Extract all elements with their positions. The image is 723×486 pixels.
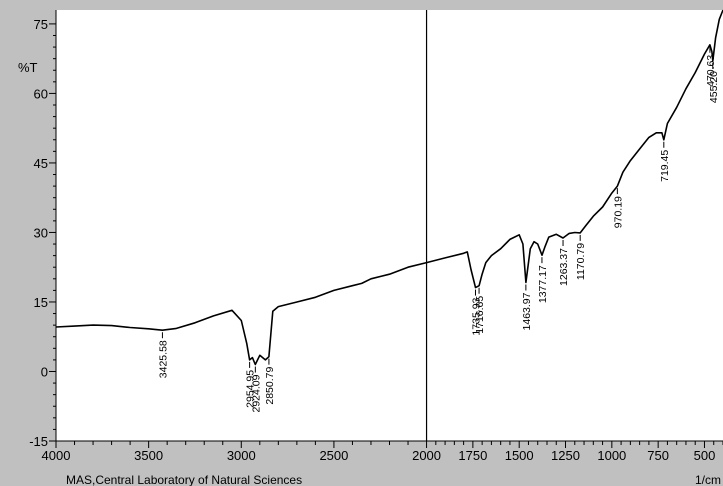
- svg-text:1716.65: 1716.65: [474, 296, 486, 334]
- peak-label: 1716.65: [474, 287, 486, 334]
- peak-label: 970.19: [612, 188, 624, 228]
- svg-text:1377.17: 1377.17: [537, 265, 549, 303]
- peak-label: 719.45: [659, 141, 671, 182]
- svg-text:455.20: 455.20: [708, 71, 720, 103]
- x-tick-label: 1250: [551, 448, 580, 463]
- x-axis-unit-label: 1/cm: [695, 473, 721, 486]
- peak-label: 3425.58: [157, 332, 169, 378]
- svg-text:1263.37: 1263.37: [558, 248, 570, 286]
- y-tick-label: 15: [34, 295, 48, 310]
- x-tick-label: 2000: [412, 448, 441, 463]
- x-tick-label: 500: [694, 448, 716, 463]
- svg-text:1170.79: 1170.79: [575, 243, 587, 280]
- svg-text:970.19: 970.19: [612, 196, 624, 228]
- x-tick-label: 2500: [319, 448, 348, 463]
- footer-text: MAS,Central Laboratory of Natural Scienc…: [66, 473, 302, 486]
- peak-label: 1263.37: [558, 240, 570, 286]
- peak-label: 1377.17: [537, 257, 549, 303]
- plot-area: [56, 10, 723, 441]
- y-tick-label: 30: [34, 225, 48, 240]
- x-tick-label: 750: [647, 448, 669, 463]
- peak-label: 455.20: [708, 62, 720, 103]
- x-tick-label: 3000: [227, 448, 256, 463]
- peak-label: 2954.95: [245, 361, 257, 408]
- y-tick-label: 45: [34, 156, 48, 171]
- y-tick-label: -15: [29, 434, 48, 449]
- y-axis: 75 60 45 30 15 0 -15: [29, 10, 57, 449]
- x-tick-label: 4000: [42, 448, 71, 463]
- y-tick-label: 0: [41, 364, 48, 379]
- x-tick-label: 1000: [597, 448, 626, 463]
- peak-label: 2924.09: [250, 366, 262, 413]
- svg-text:719.45: 719.45: [659, 150, 671, 182]
- svg-text:1735.93: 1735.93: [470, 297, 482, 335]
- svg-text:2850.79: 2850.79: [264, 367, 276, 405]
- y-tick-label: 75: [34, 17, 48, 32]
- svg-text:1463.97: 1463.97: [521, 292, 533, 330]
- peak-label: 1735.93: [470, 289, 482, 336]
- x-tick-label: 3500: [134, 448, 163, 463]
- x-tick-label: 1500: [505, 448, 534, 463]
- x-tick-label: 1750: [458, 448, 487, 463]
- svg-text:2954.95: 2954.95: [245, 370, 257, 408]
- y-axis-label: %T: [18, 60, 38, 75]
- peak-label: 1463.97: [521, 284, 533, 330]
- y-tick-label: 60: [34, 86, 48, 101]
- x-axis: 4000 3500 3000 2500 2000 1750 1500 1250 1000 750 5…: [42, 440, 723, 463]
- peak-label: 1170.79: [575, 234, 587, 280]
- spectrum-series-line: [55, 9, 723, 366]
- svg-text:2924.09: 2924.09: [250, 374, 262, 412]
- svg-text:3425.58: 3425.58: [157, 340, 169, 378]
- peak-label: 2850.79: [264, 358, 276, 405]
- peak-label: 470.63: [705, 46, 717, 87]
- svg-text:470.63: 470.63: [705, 55, 717, 87]
